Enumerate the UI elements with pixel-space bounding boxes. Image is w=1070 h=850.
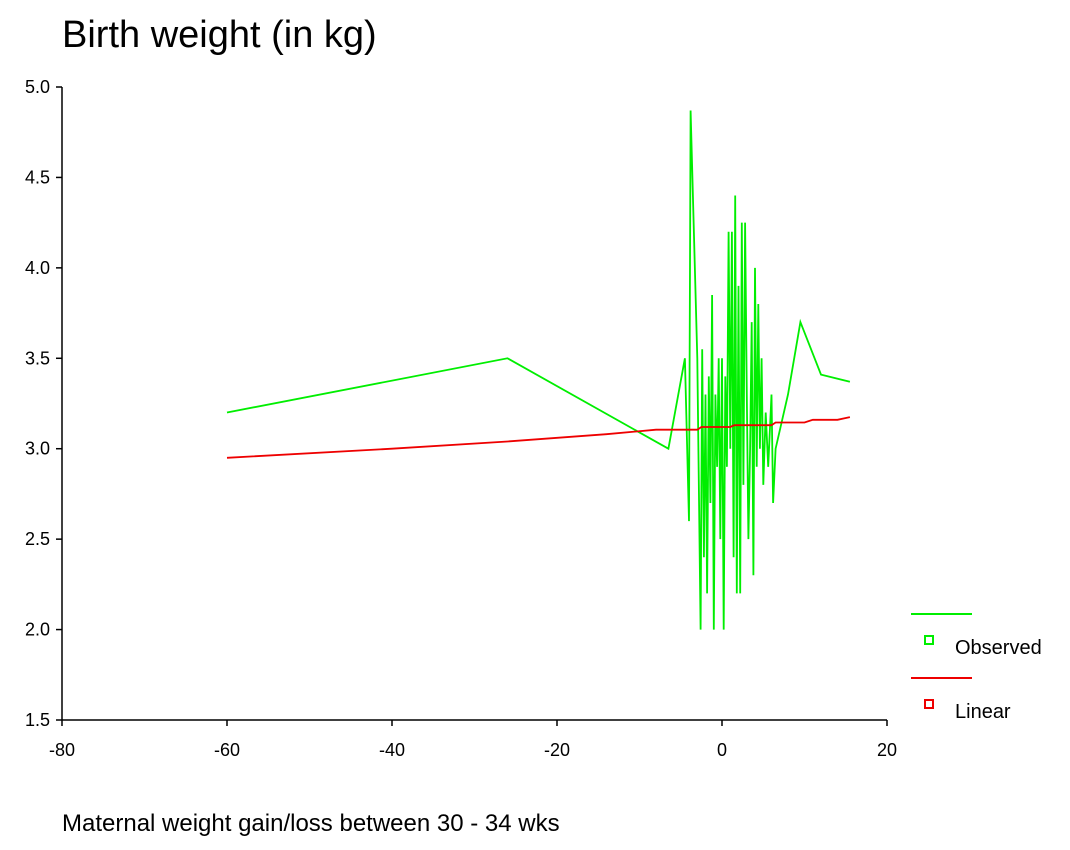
y-tick-label: 1.5 — [25, 710, 50, 730]
legend: Observed Linear — [911, 613, 1042, 723]
chart-title: Birth weight (in kg) — [62, 14, 377, 56]
series-layer — [226, 110, 851, 630]
y-tick-label: 4.5 — [25, 167, 50, 187]
y-tick-label: 2.5 — [25, 529, 50, 549]
x-tick-label: -40 — [379, 740, 405, 760]
x-tick-label: -60 — [214, 740, 240, 760]
y-tick-label: 3.5 — [25, 348, 50, 368]
legend-marker-observed — [924, 635, 934, 645]
x-tick-label: -20 — [544, 740, 570, 760]
x-tick-label: 20 — [877, 740, 897, 760]
x-tick-label: -80 — [49, 740, 75, 760]
y-tick-label: 2.0 — [25, 620, 50, 640]
series-line-linear — [226, 416, 851, 459]
legend-marker-linear — [924, 699, 934, 709]
y-tick-label: 4.0 — [25, 258, 50, 278]
legend-label-observed: Observed — [955, 637, 1042, 659]
x-tick-label: 0 — [717, 740, 727, 760]
y-tick-label: 5.0 — [25, 77, 50, 97]
legend-label-linear: Linear — [955, 701, 1011, 723]
series-line-observed — [226, 110, 851, 630]
y-tick-label: 3.0 — [25, 439, 50, 459]
x-axis-title: Maternal weight gain/loss between 30 - 3… — [62, 810, 560, 837]
axes: 1.5 2.0 2.5 3.0 3.5 4.0 4.5 5.0 -80 -60 -40 -20 0 20 — [25, 77, 897, 760]
